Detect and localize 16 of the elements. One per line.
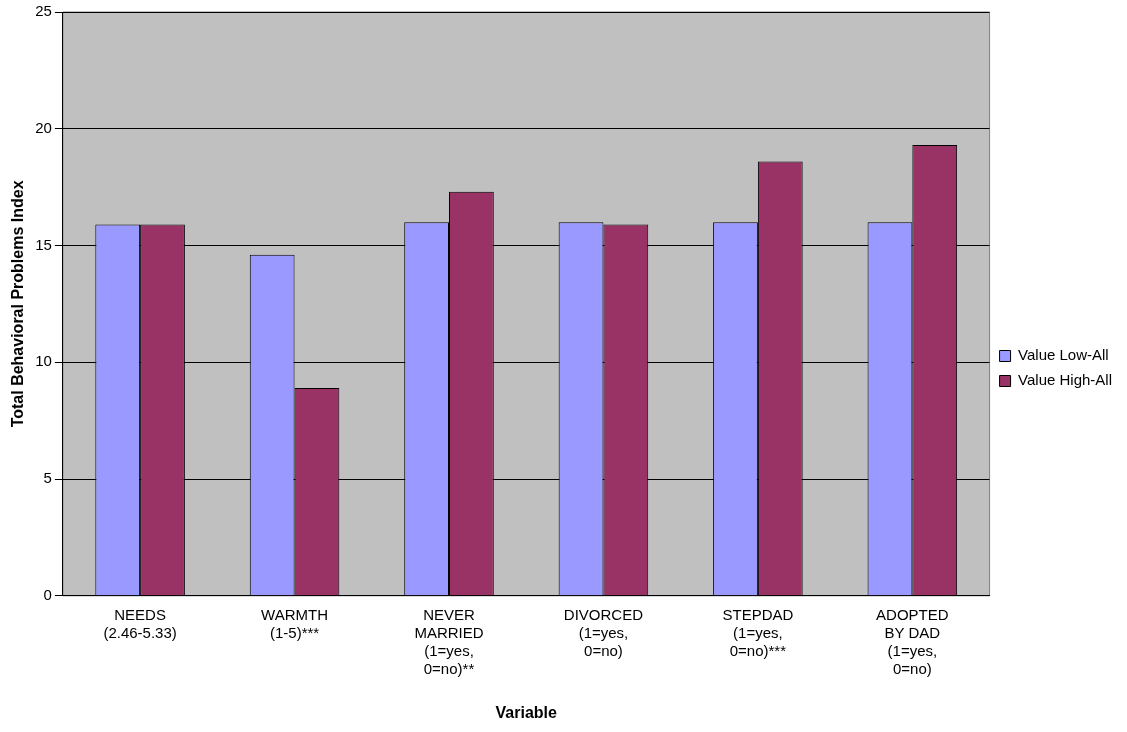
legend-label: Value Low-All xyxy=(1018,346,1109,364)
y-tick-label: 0 xyxy=(43,585,52,603)
legend-label: Value High-All xyxy=(1018,371,1112,389)
y-tick-label: 5 xyxy=(43,469,52,487)
y-tick-label: 25 xyxy=(35,2,52,20)
y-tick-label: 10 xyxy=(35,352,52,370)
x-tick-label: ADOPTED BY DAD (1=yes, 0=no) xyxy=(876,605,949,677)
x-tick-label: NEVER MARRIED (1=yes, 0=no)** xyxy=(414,605,484,677)
y-axis-title: Total Behavioral Problems Index xyxy=(9,180,27,428)
y-tick-label: 20 xyxy=(35,118,52,136)
x-tick-label: STEPDAD (1=yes, 0=no)*** xyxy=(722,605,794,659)
x-tick-label: WARMTH (1-5)*** xyxy=(261,605,329,641)
x-axis-title: Variable xyxy=(495,703,558,721)
x-tick-label: NEEDS (2.46-5.33) xyxy=(103,605,177,641)
x-tick-label: DIVORCED (1=yes, 0=no) xyxy=(563,605,644,659)
y-tick-label: 15 xyxy=(35,235,52,253)
